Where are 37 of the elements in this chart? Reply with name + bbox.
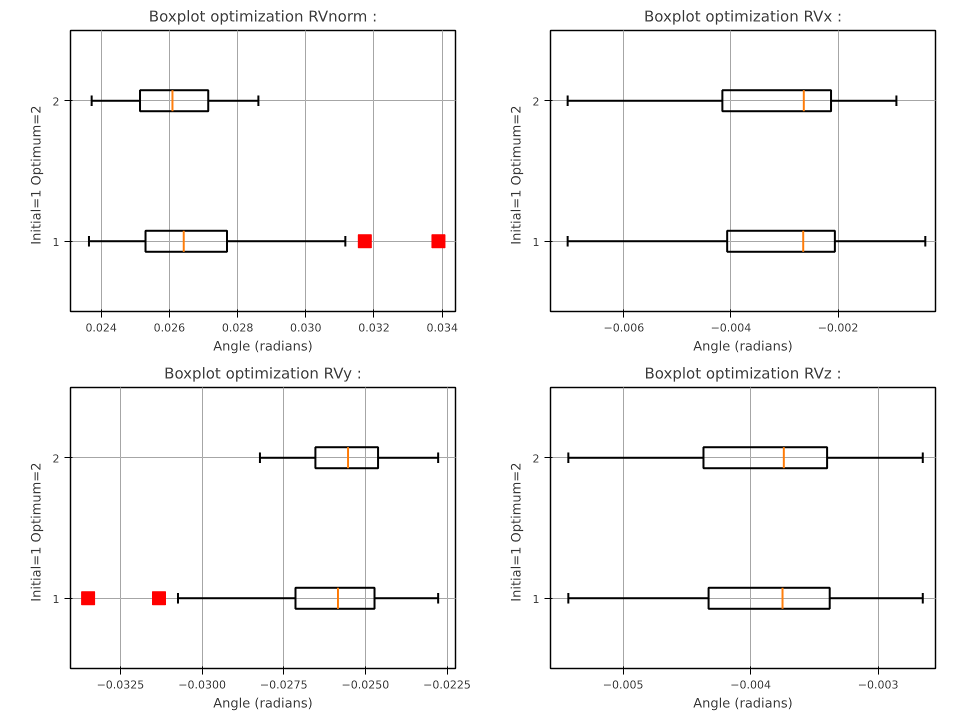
y-tick-label: 2	[532, 452, 540, 466]
chart-title: Boxplot optimization RVy :	[164, 364, 362, 382]
x-tick-label: 0.024	[85, 322, 117, 334]
x-tick-label: −0.005	[602, 678, 644, 692]
y-tick-label: 2	[52, 95, 60, 108]
y-tick-label: 2	[532, 95, 540, 108]
x-tick-label: 0.026	[154, 322, 186, 334]
y-tick-label: 1	[52, 592, 60, 606]
y-tick-label: 1	[52, 236, 60, 249]
x-tick-label: −0.0275	[260, 678, 308, 692]
x-tick-label: −0.0250	[342, 678, 390, 692]
x-tick-label: −0.003	[858, 678, 898, 692]
y-axis-title: Initial=1 Optimum=2	[30, 106, 44, 245]
x-tick-label: −0.0325	[96, 678, 144, 692]
x-tick-label: −0.004	[710, 322, 752, 334]
chart-title: Boxplot optimization RVz :	[644, 364, 842, 382]
x-tick-label: −0.0225	[423, 678, 471, 692]
chart-title: Boxplot optimization RVnorm :	[148, 8, 378, 26]
y-tick-label: 2	[52, 452, 60, 466]
y-tick-label: 1	[532, 592, 540, 606]
y-axis-title: Initial=1 Optimum=2	[30, 462, 44, 602]
x-axis-title: Angle (radians)	[693, 696, 793, 712]
y-tick-label: 1	[532, 236, 540, 249]
x-tick-label: 0.032	[358, 322, 390, 334]
x-tick-label: −0.0300	[178, 678, 226, 692]
x-axis-title: Angle (radians)	[213, 340, 313, 354]
x-tick-label: −0.006	[604, 322, 644, 334]
x-tick-label: 0.028	[222, 322, 254, 334]
x-axis-title: Angle (radians)	[693, 340, 793, 354]
x-axis-title: Angle (radians)	[213, 696, 313, 712]
x-tick-label: −0.004	[730, 678, 772, 692]
x-tick-label: −0.002	[818, 322, 858, 334]
y-axis-title: Initial=1 Optimum=2	[510, 462, 524, 602]
x-tick-label: 0.030	[290, 322, 322, 334]
x-tick-label: 0.034	[426, 322, 458, 334]
chart-title: Boxplot optimization RVx :	[644, 8, 842, 26]
y-axis-title: Initial=1 Optimum=2	[510, 106, 524, 245]
